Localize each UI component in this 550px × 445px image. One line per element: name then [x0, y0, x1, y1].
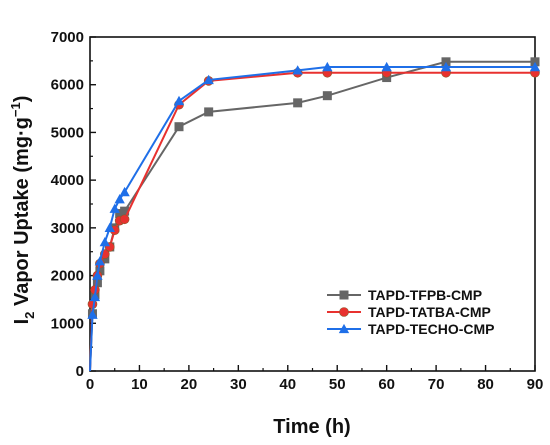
- data-point: [87, 309, 98, 319]
- y-tick-label: 5000: [51, 124, 84, 141]
- series-TAPD-TECHO-CMP: [87, 61, 541, 372]
- data-point: [92, 270, 103, 280]
- x-tick-label: 0: [86, 376, 94, 393]
- legend-label: TAPD-TECHO-CMP: [368, 321, 495, 337]
- legend-item: TAPD-TATBA-CMP: [327, 304, 491, 320]
- data-point: [322, 61, 333, 72]
- data-point: [292, 65, 303, 75]
- data-point: [203, 74, 214, 85]
- x-tick-label: 70: [428, 376, 445, 393]
- data-point: [204, 107, 214, 117]
- data-point: [99, 236, 111, 247]
- x-tick-label: 10: [131, 376, 148, 393]
- data-point: [293, 98, 303, 108]
- legend-item: TAPD-TFPB-CMP: [327, 287, 482, 303]
- data-point: [440, 61, 452, 72]
- x-axis-title: Time (h): [273, 416, 350, 438]
- data-point: [173, 95, 185, 106]
- y-tick-label: 6000: [51, 77, 84, 94]
- y-axis-title-close: ): [11, 96, 33, 103]
- x-tick-label: 50: [329, 376, 346, 393]
- legend: TAPD-TFPB-CMPTAPD-TATBA-CMPTAPD-TECHO-CM…: [327, 287, 495, 337]
- data-point: [381, 61, 392, 72]
- series-layer: [87, 57, 541, 372]
- y-axis-title-sup: −1: [8, 102, 23, 117]
- data-point: [114, 194, 125, 204]
- y-tick-label: 1000: [51, 315, 84, 332]
- data-point: [120, 206, 130, 216]
- y-tick-label: 2000: [51, 268, 84, 285]
- data-point: [104, 222, 115, 232]
- data-point: [338, 323, 350, 334]
- data-point: [119, 186, 130, 197]
- y-axis-title-rest: Vapor Uptake (mg·g: [11, 117, 33, 311]
- y-tick-label: 3000: [51, 220, 84, 237]
- legend-item: TAPD-TECHO-CMP: [327, 321, 495, 337]
- y-tick-label: 4000: [51, 172, 84, 189]
- data-point: [94, 256, 106, 266]
- data-point: [339, 290, 349, 300]
- data-point: [174, 122, 184, 132]
- x-tick-label: 20: [181, 376, 198, 393]
- data-point: [530, 57, 540, 67]
- data-point: [95, 266, 105, 276]
- axis-ticks: 0 10 20 30 40 50 60 70 80 90 0 1000 2000 3000 4000 5000…: [51, 29, 544, 393]
- data-point: [89, 291, 101, 302]
- legend-label: TAPD-TATBA-CMP: [368, 304, 491, 320]
- y-axis-title-main: I: [11, 319, 33, 325]
- x-tick-label: 80: [477, 376, 494, 393]
- y-tick-label: 0: [76, 363, 84, 380]
- data-point: [529, 61, 541, 72]
- legend-label: TAPD-TFPB-CMP: [368, 287, 482, 303]
- data-point: [119, 214, 130, 225]
- data-point: [339, 307, 349, 317]
- data-point: [115, 209, 125, 219]
- x-tick-label: 60: [378, 376, 395, 393]
- y-tick-label: 7000: [51, 29, 84, 46]
- data-point: [441, 57, 451, 67]
- data-point: [322, 91, 332, 101]
- data-point: [109, 203, 120, 213]
- y-axis-title: I2 Vapor Uptake (mg·g−1): [8, 96, 37, 325]
- x-tick-label: 40: [279, 376, 296, 393]
- x-tick-label: 30: [230, 376, 247, 393]
- y-axis-title-sub: 2: [22, 312, 37, 319]
- x-tick-label: 90: [527, 376, 544, 393]
